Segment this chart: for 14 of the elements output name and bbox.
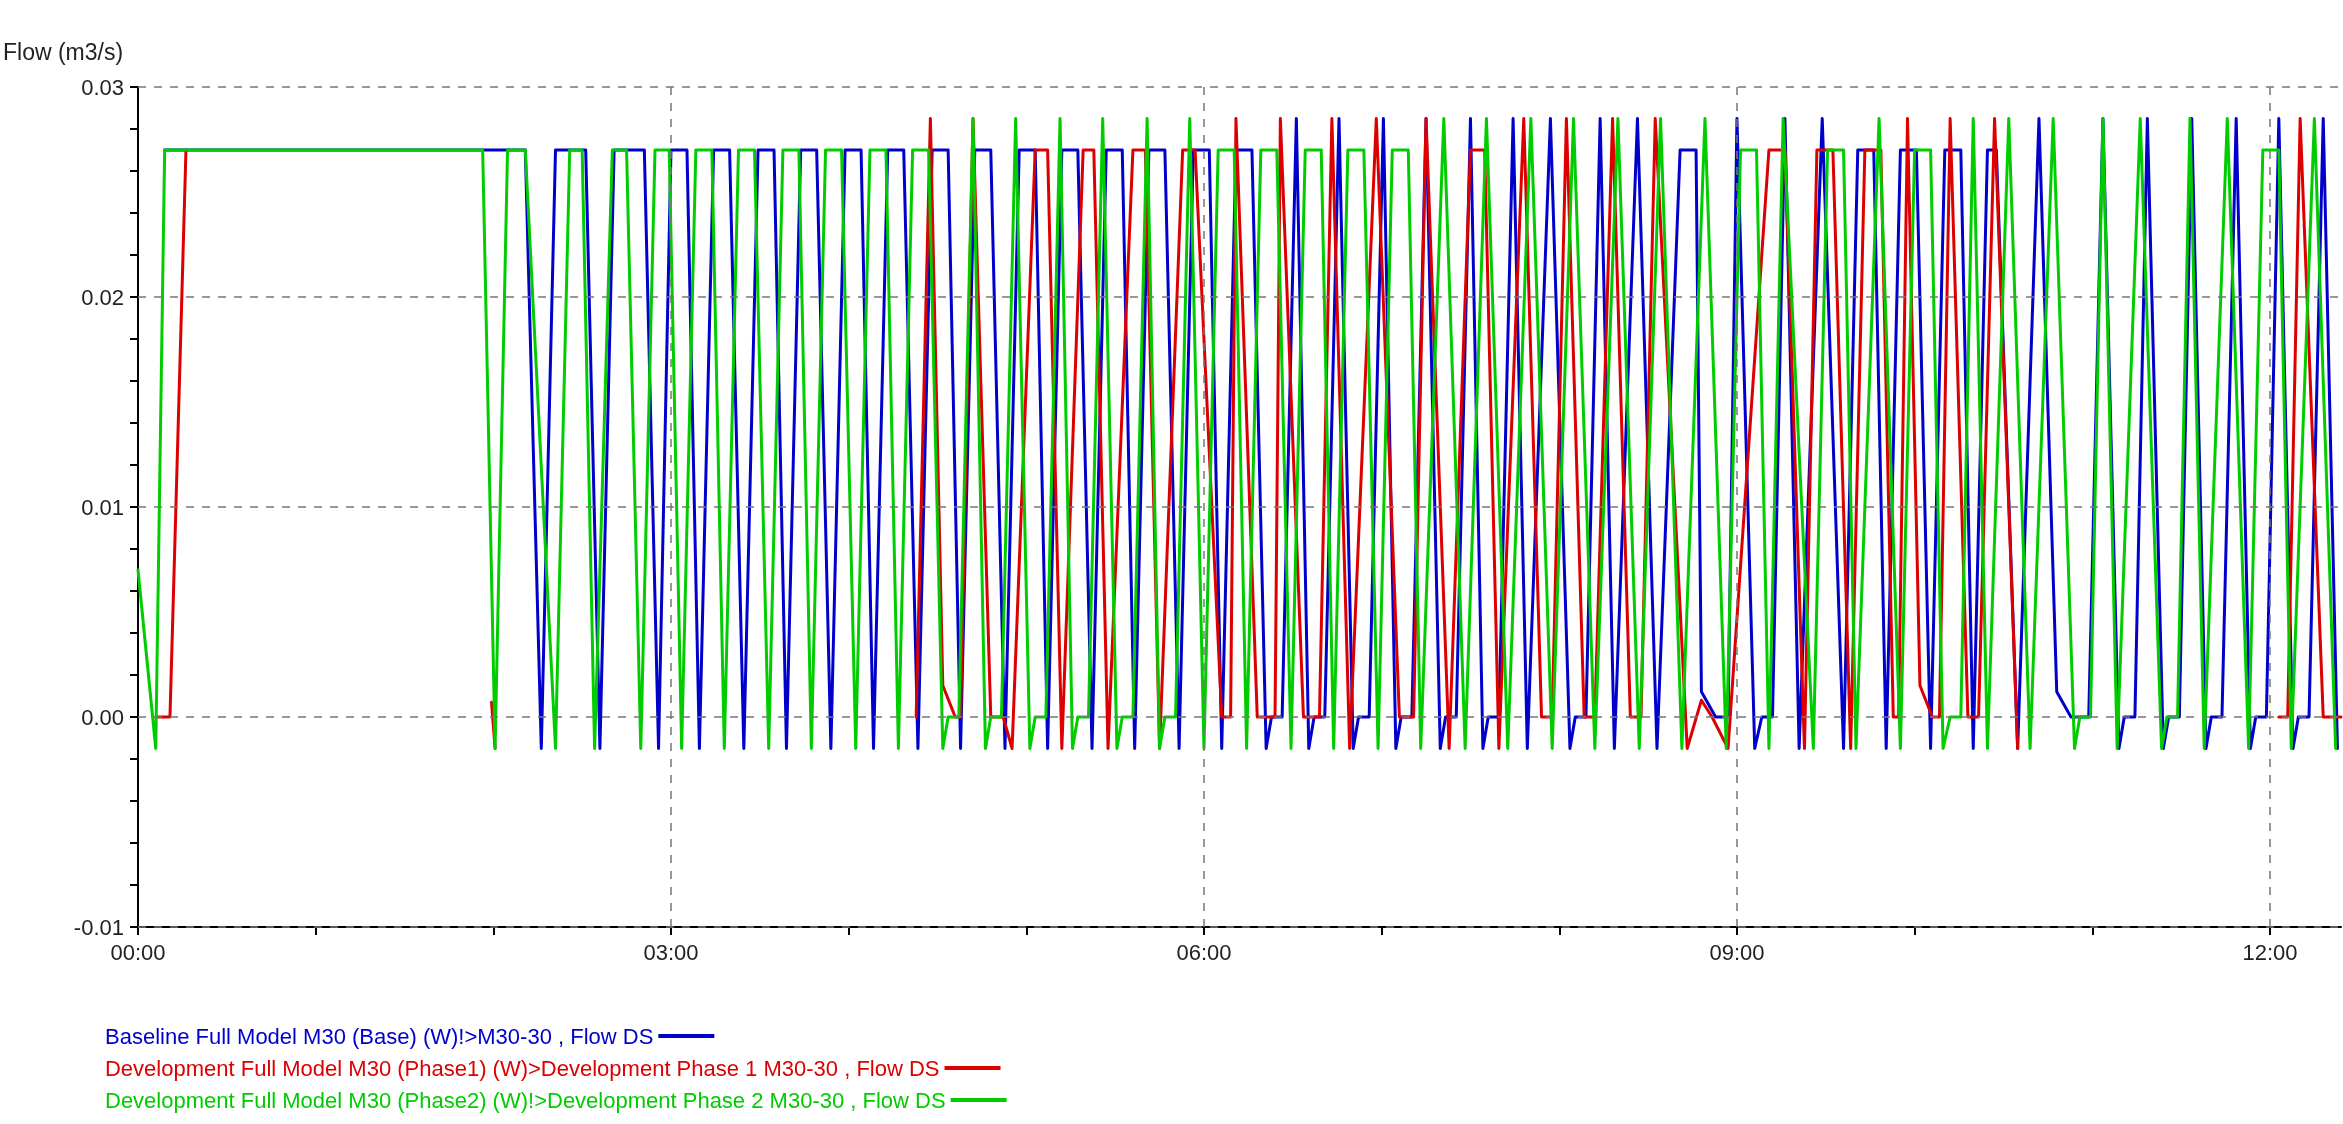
y-tick-label: 0.01 xyxy=(81,494,124,520)
y-tick-label: 0.03 xyxy=(81,74,124,100)
y-axis-title: Flow (m3/s) xyxy=(3,38,124,65)
x-tick-label: 12:00 xyxy=(2242,939,2298,965)
x-tick-label: 06:00 xyxy=(1176,939,1232,965)
x-tick-label: 00:00 xyxy=(110,939,166,965)
legend-label: Development Full Model M30 (Phase1) (W)>Development Phase 1 M30-30 , Flow DS xyxy=(104,1055,940,1081)
y-tick-label: 0.00 xyxy=(81,704,124,730)
y-tick-label: -0.01 xyxy=(73,914,124,940)
y-tick-label: 0.02 xyxy=(81,284,124,310)
x-tick-label: 09:00 xyxy=(1709,939,1765,965)
legend-label: Baseline Full Model M30 (Base) (W)!>M30-30 , Flow DS xyxy=(104,1023,654,1049)
legend-label: Development Full Model M30 (Phase2) (W)!>Development Phase 2 M30-30 , Flow DS xyxy=(104,1087,946,1113)
x-tick-label: 03:00 xyxy=(643,939,699,965)
